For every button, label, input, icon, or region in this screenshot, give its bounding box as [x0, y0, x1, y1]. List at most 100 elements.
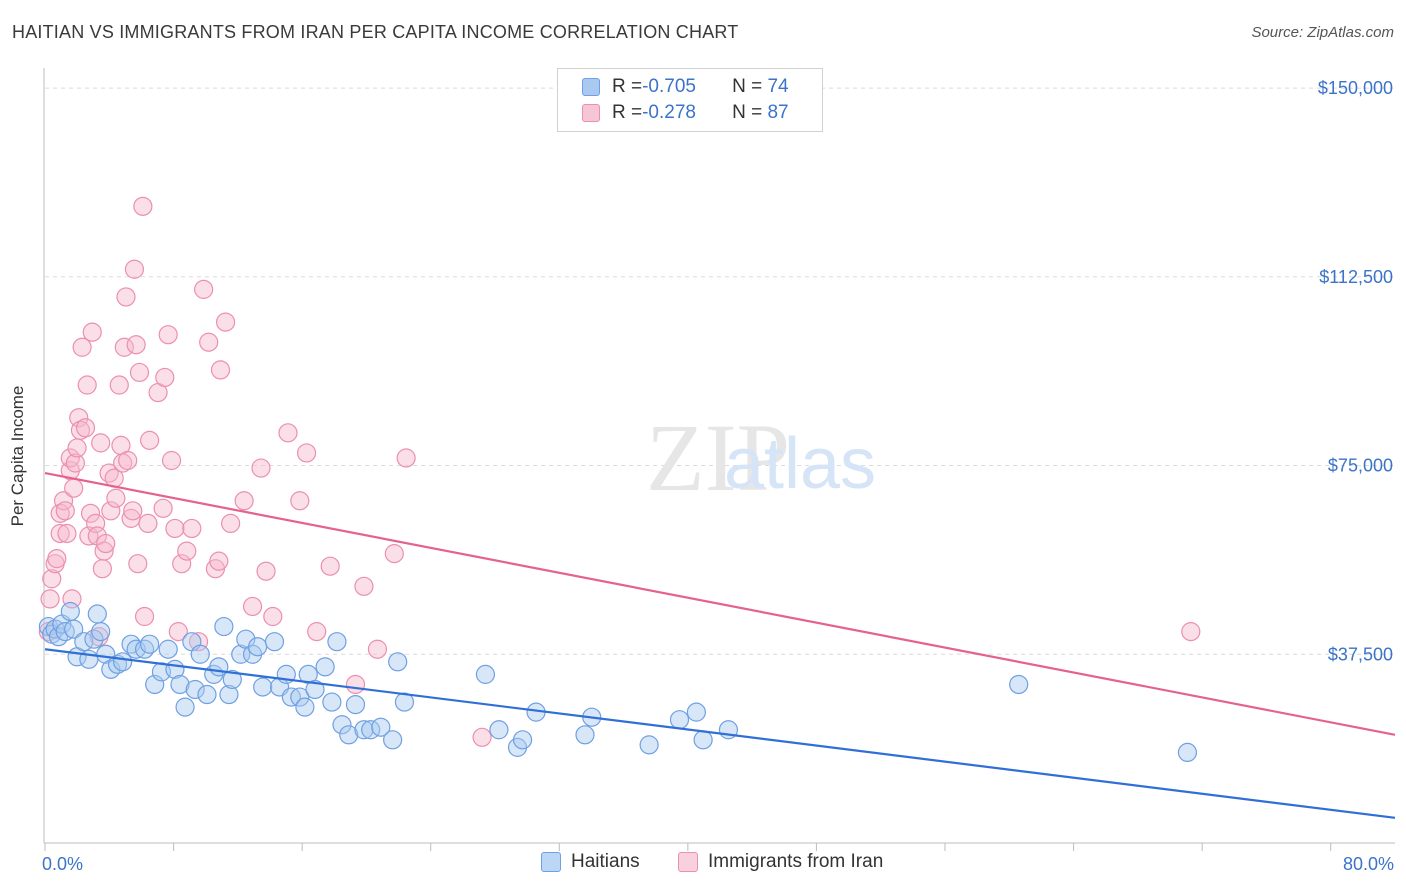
haitians-point	[345, 694, 366, 715]
iran-point	[109, 375, 129, 395]
iran-point	[215, 312, 236, 332]
haitians-point	[253, 677, 273, 697]
y-tick-label: $112,500	[1319, 267, 1393, 287]
haitians-point	[248, 637, 268, 657]
x-tick-max: 80.0%	[1343, 854, 1394, 874]
haitians-point	[60, 601, 80, 622]
iran-point	[106, 488, 126, 508]
iran-point	[118, 450, 138, 471]
legend-swatch-pink	[582, 104, 600, 122]
iran-point	[307, 622, 327, 642]
legend-r-value: -0.278	[642, 102, 696, 123]
haitians-point	[315, 657, 335, 677]
iran-point	[82, 322, 102, 342]
iran-point	[161, 450, 182, 471]
haitians-point	[327, 632, 347, 652]
legend-n-label: N =	[732, 76, 768, 97]
iran-point	[345, 674, 366, 695]
iran-point	[138, 513, 158, 534]
iran-point	[320, 556, 340, 576]
correlation-legend: R = -0.705 N = 74 R = -0.278 N = 87	[557, 68, 823, 132]
haitians-point	[140, 634, 160, 654]
axes	[43, 68, 1395, 851]
iran-point	[155, 367, 175, 388]
legend-label-haitians: Haitians	[571, 851, 640, 872]
y-tick-label: $37,500	[1328, 644, 1393, 664]
iran-point	[80, 503, 101, 523]
iran-point	[354, 576, 374, 596]
iran-point	[50, 503, 70, 523]
legend-row-haitians: R = -0.705 N = 74	[582, 75, 789, 99]
iran-point	[113, 453, 133, 473]
iran-point	[47, 549, 67, 569]
iran-point	[209, 551, 229, 571]
iran-point	[126, 335, 146, 355]
haitians-point	[383, 730, 403, 750]
legend-swatch-blue	[582, 78, 600, 96]
legend-r-label: R =	[612, 76, 643, 97]
iran-point	[128, 554, 148, 574]
iran-point	[384, 544, 404, 564]
haitians-point	[339, 725, 359, 745]
iran-point	[367, 639, 388, 659]
iran-point	[234, 491, 254, 511]
legend-n-label: N =	[732, 102, 768, 123]
watermark-zip: ZIP	[646, 404, 790, 511]
iran-point	[153, 498, 173, 518]
iran-point	[91, 433, 111, 453]
iran-point	[116, 287, 136, 307]
haitians-point	[1177, 742, 1198, 763]
haitians-point	[64, 619, 84, 639]
series-haitians-points	[38, 601, 1198, 763]
legend-r-value: -0.705	[642, 76, 696, 97]
iran-point	[129, 362, 150, 383]
legend-row-iran: R = -0.278 N = 87	[582, 101, 789, 125]
haitians-trendline	[44, 648, 1396, 819]
iran-point	[182, 518, 202, 539]
iran-point	[278, 423, 298, 443]
haitians-point	[175, 697, 195, 717]
haitians-point	[388, 652, 408, 672]
iran-point	[396, 448, 416, 468]
legend-n-value: 74	[767, 76, 789, 97]
iran-point	[168, 622, 188, 642]
iran-point	[194, 279, 214, 299]
iran-point	[57, 523, 77, 544]
haitians-point	[489, 720, 509, 740]
x-tick-min: 0.0%	[42, 854, 83, 874]
iran-point	[140, 430, 160, 450]
iran-point	[55, 501, 75, 521]
legend-item-iran: Immigrants from Iran	[678, 851, 883, 873]
iran-point	[42, 569, 62, 589]
iran-point	[70, 420, 91, 440]
iran-point	[1181, 622, 1201, 642]
haitians-point	[1009, 674, 1029, 695]
haitians-point	[84, 629, 104, 649]
iran-trendline	[44, 472, 1396, 736]
haitians-point	[693, 730, 713, 750]
iran-point	[242, 596, 263, 617]
haitians-point	[219, 684, 239, 705]
iran-point	[64, 478, 84, 498]
iran-point	[251, 458, 271, 478]
y-tick-label: $75,000	[1328, 456, 1393, 476]
source-label: Source: ZipAtlas.com	[1251, 24, 1394, 41]
iran-point	[40, 589, 60, 609]
iran-point	[65, 453, 85, 473]
haitians-point	[91, 622, 111, 642]
iran-point	[101, 501, 121, 521]
iran-point	[53, 491, 74, 511]
iran-point	[75, 418, 96, 438]
iran-point	[94, 541, 114, 561]
haitians-point	[290, 687, 310, 707]
iran-point	[210, 360, 231, 380]
trendlines	[44, 472, 1396, 819]
haitians-point	[197, 684, 217, 705]
haitians-point	[639, 735, 659, 755]
iran-point	[134, 606, 155, 627]
iran-point	[92, 559, 112, 579]
iran-point	[263, 606, 283, 627]
iran-point	[124, 259, 145, 279]
haitians-point	[185, 679, 205, 700]
